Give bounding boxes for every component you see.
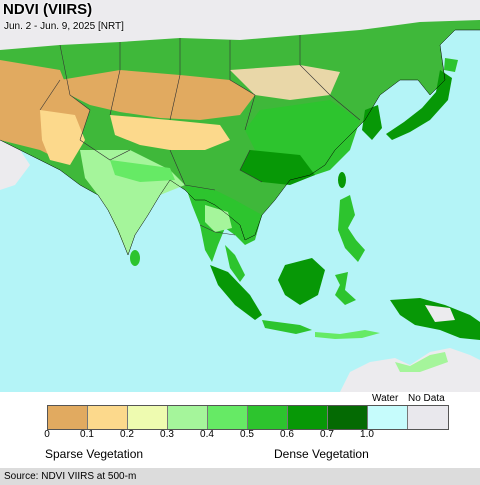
- land-arabia: [0, 140, 30, 190]
- legend-swatch-2: [128, 406, 168, 429]
- land-japan: [386, 70, 452, 140]
- legend-water-label: Water: [372, 393, 399, 404]
- legend-swatch-water: [368, 406, 408, 429]
- legend-swatch-nodata: [408, 406, 448, 429]
- legend-dense-label: Dense Vegetation: [274, 447, 369, 461]
- legend-tick: 0: [44, 429, 50, 440]
- land-india-gangetic: [110, 160, 175, 182]
- legend-colorbar: [47, 405, 449, 430]
- country-borders: [39, 35, 361, 236]
- legend-swatch-5: [248, 406, 288, 429]
- ndvi-map: NDVI (VIIRS) Jun. 2 - Jun. 9, 2025 [NRT]: [0, 0, 480, 392]
- land-lesser-sunda: [315, 330, 380, 339]
- legend-tick: 0.6: [280, 429, 294, 440]
- land-nodata-north: [0, 0, 480, 50]
- legend-swatch-7: [328, 406, 368, 429]
- land-korea: [362, 105, 382, 140]
- land-borneo: [278, 258, 325, 305]
- legend-swatch-1: [88, 406, 128, 429]
- land-java: [262, 320, 312, 334]
- legend: Water No Data 0 0.1 0.2 0.3 0.4 0.5 0.6 …: [0, 392, 480, 462]
- land-philippines: [338, 195, 365, 262]
- land-gobi: [230, 65, 340, 100]
- land-malay-peninsula: [225, 245, 245, 282]
- land-sri-lanka: [130, 250, 140, 266]
- legend-swatch-4: [208, 406, 248, 429]
- legend-nodata-label: No Data: [408, 393, 445, 404]
- land-new-guinea-nodata: [425, 305, 455, 322]
- land-sumatra: [210, 265, 262, 320]
- legend-swatch-3: [168, 406, 208, 429]
- land-taiwan: [338, 172, 346, 188]
- land-sulawesi: [335, 272, 356, 305]
- legend-tick: 0.3: [160, 429, 174, 440]
- map-date-range: Jun. 2 - Jun. 9, 2025 [NRT]: [4, 21, 124, 32]
- legend-swatch-6: [288, 406, 328, 429]
- land-australia-north-veg: [395, 352, 448, 372]
- land-thailand-sparse: [205, 205, 232, 232]
- land-pakistan-sparse: [40, 110, 85, 165]
- legend-tick: 0.7: [320, 429, 334, 440]
- land-southeast-china: [240, 150, 315, 185]
- map-canvas: [0, 0, 480, 392]
- coastlines: [0, 29, 480, 256]
- legend-tick: 0.1: [80, 429, 94, 440]
- legend-tick: 0.5: [240, 429, 254, 440]
- legend-sparse-label: Sparse Vegetation: [45, 447, 144, 461]
- source-footer: Source: NDVI VIIRS at 500-m: [0, 468, 480, 485]
- land-hokkaido: [444, 58, 458, 72]
- legend-tick: 1.0: [360, 429, 374, 440]
- legend-tick: 0.4: [200, 429, 214, 440]
- land-plateau-sparse: [110, 115, 230, 150]
- land-tarim-desert: [60, 70, 255, 120]
- legend-swatch-0: [48, 406, 88, 429]
- map-title: NDVI (VIIRS): [3, 1, 93, 18]
- legend-tick: 0.2: [120, 429, 134, 440]
